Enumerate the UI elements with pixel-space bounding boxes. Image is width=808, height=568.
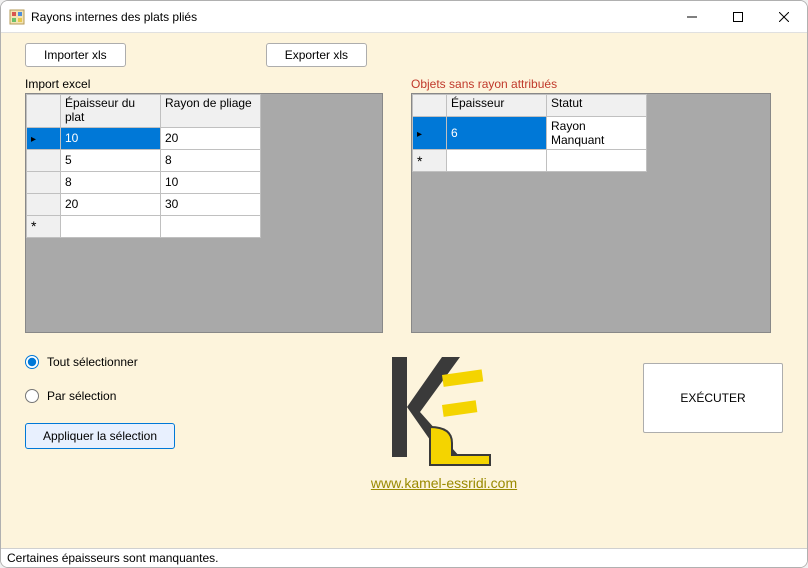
execute-button[interactable]: EXÉCUTER [643, 363, 783, 433]
radio-all[interactable]: Tout sélectionner [25, 355, 245, 369]
brand-logo [374, 349, 514, 469]
status-bar: Certaines épaisseurs sont manquantes. [1, 548, 807, 567]
radio-bysel-input[interactable] [25, 389, 39, 403]
missing-panel-label: Objets sans rayon attribués [411, 77, 771, 91]
table-row[interactable]: 2030 [27, 193, 261, 215]
table-row[interactable]: 1020 [27, 127, 261, 149]
bottom-area: Tout sélectionner Par sélection Applique… [1, 333, 807, 491]
radio-by-selection[interactable]: Par sélection [25, 389, 245, 403]
app-window: Rayons internes des plats pliés Importer… [0, 0, 808, 568]
toolbar: Importer xls Exporter xls [1, 33, 807, 73]
client-area: Importer xls Exporter xls Import excel É… [1, 33, 807, 567]
import-grid[interactable]: Épaisseur du platRayon de pliage10205881… [26, 94, 261, 238]
window-title: Rayons internes des plats pliés [31, 10, 669, 24]
status-text: Certaines épaisseurs sont manquantes. [7, 551, 218, 565]
apply-selection-button[interactable]: Appliquer la sélection [25, 423, 175, 449]
maximize-button[interactable] [715, 1, 761, 33]
main-area: Import excel Épaisseur du platRayon de p… [1, 73, 807, 333]
export-button[interactable]: Exporter xls [266, 43, 367, 67]
import-grid-wrap: Épaisseur du platRayon de pliage10205881… [25, 93, 383, 333]
minimize-button[interactable] [669, 1, 715, 33]
missing-grid[interactable]: ÉpaisseurStatut6Rayon Manquant [412, 94, 647, 172]
selection-controls: Tout sélectionner Par sélection Applique… [25, 349, 245, 449]
app-icon [9, 9, 25, 25]
radio-all-input[interactable] [25, 355, 39, 369]
table-row[interactable]: 6Rayon Manquant [413, 117, 647, 150]
missing-grid-wrap: ÉpaisseurStatut6Rayon Manquant [411, 93, 771, 333]
radio-all-label: Tout sélectionner [47, 355, 138, 369]
missing-panel: Objets sans rayon attribués ÉpaisseurSta… [411, 77, 771, 333]
website-link[interactable]: www.kamel-essridi.com [371, 475, 517, 491]
import-button[interactable]: Importer xls [25, 43, 126, 67]
table-new-row[interactable] [27, 215, 261, 237]
table-row[interactable]: 810 [27, 171, 261, 193]
titlebar-buttons [669, 1, 807, 33]
table-new-row[interactable] [413, 150, 647, 172]
import-panel: Import excel Épaisseur du platRayon de p… [25, 77, 383, 333]
close-button[interactable] [761, 1, 807, 33]
titlebar: Rayons internes des plats pliés [1, 1, 807, 33]
radio-bysel-label: Par sélection [47, 389, 116, 403]
table-row[interactable]: 58 [27, 149, 261, 171]
logo-area: www.kamel-essridi.com [265, 349, 623, 491]
import-panel-label: Import excel [25, 77, 383, 91]
